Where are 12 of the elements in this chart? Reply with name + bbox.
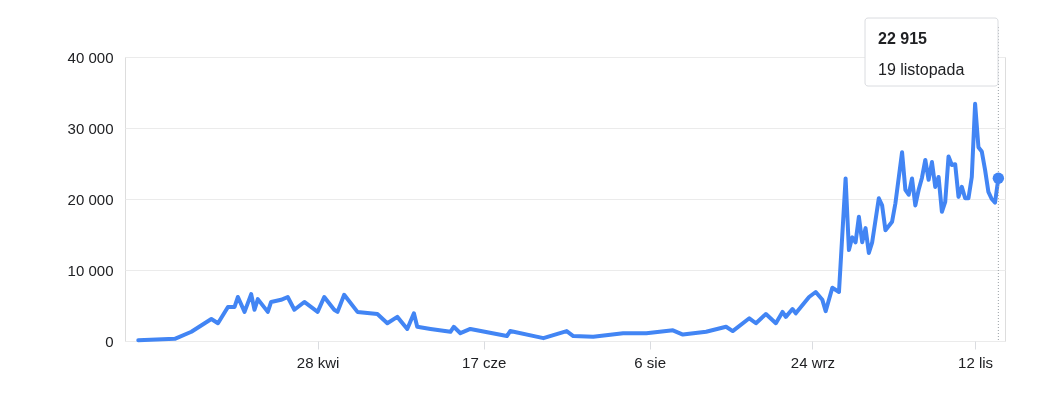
y-tick-label: 40 000 (67, 48, 114, 66)
text: 22 915 (878, 30, 928, 47)
x-tick-label: 24 wrz (790, 353, 835, 371)
annotation: 19 listopada (878, 61, 965, 78)
x-tick-label: 17 cze (462, 353, 507, 371)
y-tick-label: 20 000 (67, 190, 114, 208)
y-tick-label: 30 000 (67, 119, 114, 137)
y-tick-label: 10 000 (67, 261, 114, 279)
y-tick-label: 0 (105, 332, 114, 350)
x-tick-label: 6 sie (634, 353, 667, 371)
x-tick-label: 28 kwi (296, 353, 340, 371)
x-tick-label: 12 lis (958, 353, 994, 371)
